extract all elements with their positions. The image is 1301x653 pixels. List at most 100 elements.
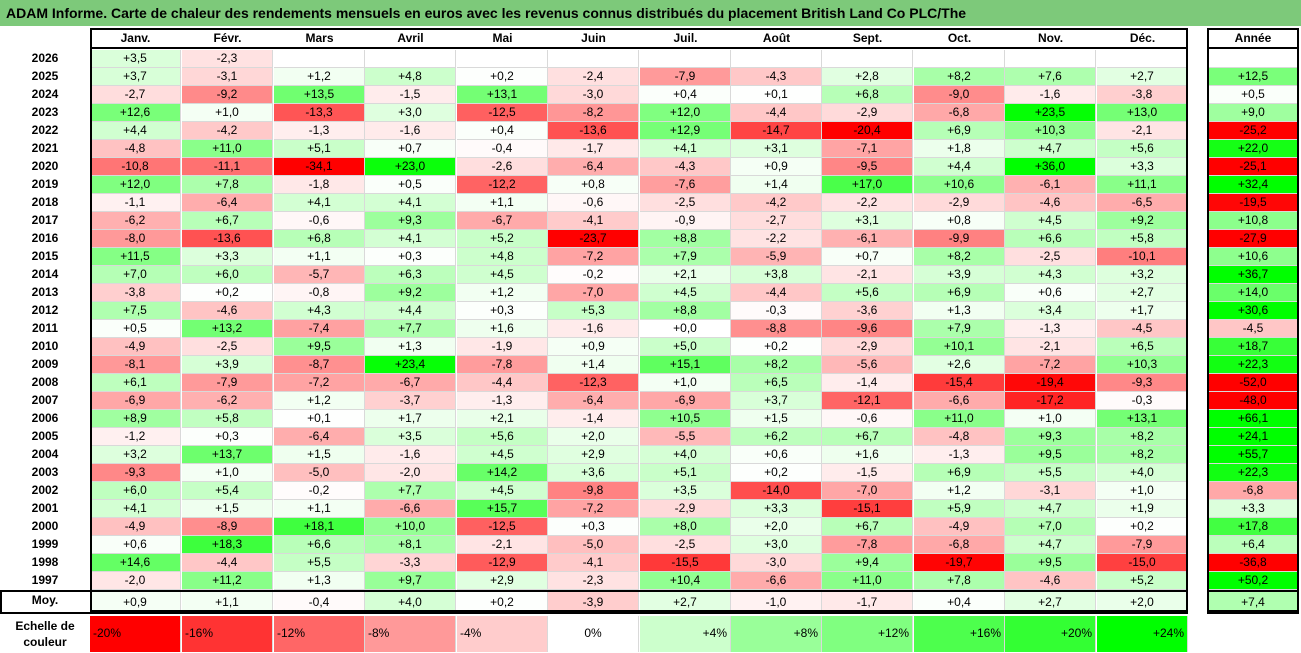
heat-cell: +10,1 xyxy=(914,338,1005,356)
heat-cell: +1,1 xyxy=(274,500,365,518)
heat-cell: -7,0 xyxy=(548,284,639,302)
heat-cell: +0,1 xyxy=(274,410,365,428)
heat-cell: -11,1 xyxy=(182,158,273,176)
heat-cell: -1,3 xyxy=(1005,320,1096,338)
heat-cell: +0,6 xyxy=(90,536,181,554)
heat-cell: +6,2 xyxy=(731,428,822,446)
annual-cell: +22,3 xyxy=(1207,464,1299,482)
year-label: 2021 xyxy=(31,141,59,155)
heat-cell: -7,2 xyxy=(548,248,639,266)
heat-cell: -6,6 xyxy=(365,500,456,518)
heat-cell: -13,6 xyxy=(548,122,639,140)
heat-cell: -4,5 xyxy=(1097,320,1188,338)
year-label: 1999 xyxy=(31,537,59,551)
heat-cell: -9,3 xyxy=(90,464,181,482)
heat-cell: -4,6 xyxy=(182,302,273,320)
heat-cell: +0,3 xyxy=(548,518,639,536)
heat-cell: -9,6 xyxy=(822,320,913,338)
heat-cell: -2,1 xyxy=(457,536,548,554)
annual-cell: +22,0 xyxy=(1207,140,1299,158)
year-label: 2006 xyxy=(31,411,59,425)
heat-cell: -0,3 xyxy=(1097,392,1188,410)
heat-cell: +6,9 xyxy=(914,122,1005,140)
heat-cell: +6,3 xyxy=(365,266,456,284)
heat-cell: +10,4 xyxy=(640,572,731,590)
annual-cell: -48,0 xyxy=(1207,392,1299,410)
heat-cell: +1,5 xyxy=(731,410,822,428)
heat-cell: -9,0 xyxy=(914,86,1005,104)
heat-cell: +1,8 xyxy=(914,140,1005,158)
heat-cell: +7,0 xyxy=(1005,518,1096,536)
heat-cell: -2,1 xyxy=(1005,338,1096,356)
heat-cell: +5,5 xyxy=(1005,464,1096,482)
heat-cell: -2,4 xyxy=(548,68,639,86)
year-column-header: Année xyxy=(1234,31,1272,45)
heat-cell: +5,2 xyxy=(457,230,548,248)
heat-cell xyxy=(548,50,639,68)
heat-cell: -1,1 xyxy=(90,194,181,212)
heat-cell: +4,4 xyxy=(914,158,1005,176)
heat-cell: +1,0 xyxy=(182,104,273,122)
heat-cell: +6,5 xyxy=(731,374,822,392)
heat-cell: -3,6 xyxy=(822,302,913,320)
heat-cell: -15,0 xyxy=(1097,554,1188,572)
heat-cell: -34,1 xyxy=(274,158,365,176)
heat-cell: -5,7 xyxy=(274,266,365,284)
heat-cell: -1,5 xyxy=(365,86,456,104)
heat-cell: +8,2 xyxy=(1097,446,1188,464)
heat-cell: -1,6 xyxy=(548,320,639,338)
heat-cell: +8,2 xyxy=(914,248,1005,266)
heat-cell xyxy=(457,50,548,68)
heat-cell: -12,9 xyxy=(457,554,548,572)
heat-cell: +2,0 xyxy=(548,428,639,446)
heat-cell xyxy=(914,50,1005,68)
month-header: Avril xyxy=(397,31,424,45)
heat-cell: +4,1 xyxy=(365,230,456,248)
heat-cell: +0,6 xyxy=(731,446,822,464)
heat-cell: +4,8 xyxy=(457,248,548,266)
heat-cell: +7,8 xyxy=(914,572,1005,590)
heat-cell: +0,8 xyxy=(914,212,1005,230)
heat-cell: +17,0 xyxy=(822,176,913,194)
heat-cell: -14,7 xyxy=(731,122,822,140)
heat-cell: -2,0 xyxy=(365,464,456,482)
month-header: Juil. xyxy=(673,31,698,45)
heat-cell: -4,1 xyxy=(548,554,639,572)
heat-cell: +6,6 xyxy=(274,536,365,554)
heat-cell: -2,6 xyxy=(457,158,548,176)
heat-cell: -3,0 xyxy=(731,554,822,572)
heat-cell: +2,1 xyxy=(457,410,548,428)
heat-cell: +6,7 xyxy=(822,518,913,536)
heat-cell: +1,7 xyxy=(365,410,456,428)
average-cell: +0,4 xyxy=(914,592,1005,612)
heat-cell: +6,9 xyxy=(914,464,1005,482)
annual-cell: -52,0 xyxy=(1207,374,1299,392)
heat-cell: +11,2 xyxy=(182,572,273,590)
heat-cell: -3,8 xyxy=(90,284,181,302)
heat-cell: -14,0 xyxy=(731,482,822,500)
heat-cell: +12,6 xyxy=(90,104,181,122)
average-annual-cell: +7,4 xyxy=(1207,592,1299,612)
heat-cell: +36,0 xyxy=(1005,158,1096,176)
scale-swatch: +12% xyxy=(822,616,913,652)
heat-cell: +3,0 xyxy=(365,104,456,122)
scale-swatch: +24% xyxy=(1097,616,1188,652)
heat-cell: -6,8 xyxy=(914,104,1005,122)
month-header: Déc. xyxy=(1129,31,1156,45)
scale-swatch: -4% xyxy=(457,616,548,652)
annual-cell: +10,6 xyxy=(1207,248,1299,266)
year-label: 2003 xyxy=(31,465,59,479)
heat-cell: -4,2 xyxy=(182,122,273,140)
heat-cell: +0,4 xyxy=(640,86,731,104)
heat-cell: -7,4 xyxy=(274,320,365,338)
heat-cell: +1,4 xyxy=(731,176,822,194)
heat-cell: +14,2 xyxy=(457,464,548,482)
heat-cell: -2,9 xyxy=(640,500,731,518)
annual-cell: +24,1 xyxy=(1207,428,1299,446)
year-label: 2023 xyxy=(31,105,59,119)
annual-cell: +14,0 xyxy=(1207,284,1299,302)
heat-cell: +9,5 xyxy=(1005,554,1096,572)
heat-cell: +6,7 xyxy=(822,428,913,446)
annual-cell: -27,9 xyxy=(1207,230,1299,248)
year-label: 2008 xyxy=(31,375,59,389)
